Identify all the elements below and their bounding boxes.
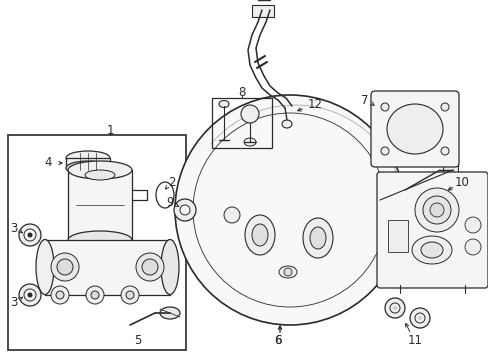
Text: 6: 6 [274,333,281,346]
Text: 3: 3 [10,296,18,309]
Ellipse shape [244,138,256,146]
Ellipse shape [420,242,442,258]
Ellipse shape [244,215,274,255]
Bar [212,98,271,148]
Circle shape [24,229,36,241]
Bar [387,220,407,252]
Circle shape [224,207,240,223]
Text: 11: 11 [407,333,422,346]
Bar [45,240,170,295]
Circle shape [414,188,458,232]
Circle shape [126,291,134,299]
Circle shape [380,147,388,155]
Circle shape [440,103,448,111]
Circle shape [19,224,41,246]
Circle shape [389,303,399,313]
FancyBboxPatch shape [376,172,487,288]
Ellipse shape [85,170,115,180]
Text: 2: 2 [168,175,175,189]
Circle shape [174,199,196,221]
FancyBboxPatch shape [370,91,458,167]
Ellipse shape [251,224,267,246]
Circle shape [86,286,104,304]
Circle shape [121,286,139,304]
Circle shape [91,291,99,299]
Circle shape [284,268,291,276]
Circle shape [241,105,259,123]
Text: 1: 1 [106,123,114,136]
Ellipse shape [282,120,291,128]
Circle shape [384,298,404,318]
Text: 4: 4 [44,157,52,170]
Ellipse shape [386,104,442,154]
Circle shape [51,253,79,281]
Text: 8: 8 [238,86,245,99]
Circle shape [27,292,32,297]
Ellipse shape [160,307,180,319]
Circle shape [417,316,421,320]
Circle shape [380,103,388,111]
Circle shape [56,291,64,299]
Circle shape [51,286,69,304]
Circle shape [440,147,448,155]
Ellipse shape [303,218,332,258]
Ellipse shape [411,236,451,264]
Circle shape [19,284,41,306]
Text: 3: 3 [10,221,18,234]
Circle shape [409,308,429,328]
Ellipse shape [66,151,110,165]
Circle shape [27,233,32,238]
Ellipse shape [68,231,132,249]
Circle shape [175,95,404,325]
Ellipse shape [66,161,110,175]
Ellipse shape [36,239,54,294]
Text: 6: 6 [274,333,281,346]
Circle shape [464,239,480,255]
Circle shape [24,289,36,301]
Ellipse shape [309,227,325,249]
Ellipse shape [161,239,179,294]
Text: 9: 9 [166,195,173,208]
Circle shape [429,203,443,217]
Circle shape [422,196,450,224]
Bar [68,170,132,240]
Ellipse shape [279,266,296,278]
Text: 10: 10 [454,176,468,189]
Circle shape [392,306,396,310]
Text: 12: 12 [307,99,322,112]
Bar [66,158,110,168]
Ellipse shape [219,100,228,108]
Text: 7: 7 [361,94,368,107]
Ellipse shape [68,161,132,179]
Circle shape [57,259,73,275]
Text: 5: 5 [134,333,142,346]
Circle shape [142,259,158,275]
Bar [251,5,273,17]
Circle shape [136,253,163,281]
Circle shape [464,217,480,233]
Circle shape [180,205,190,215]
Bar [442,162,457,178]
Bar [8,135,185,350]
Circle shape [414,313,424,323]
